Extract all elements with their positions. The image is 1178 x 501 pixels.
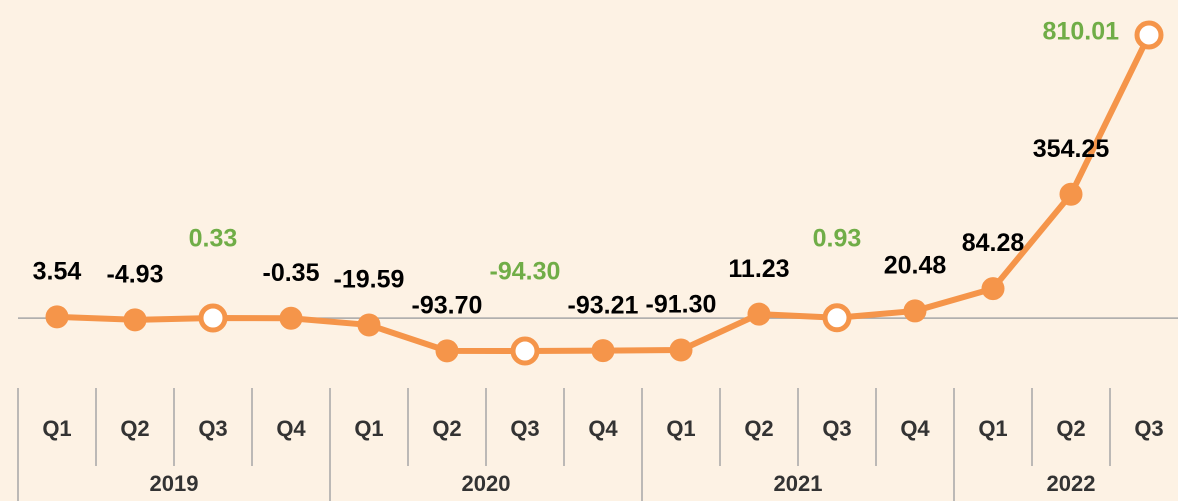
data-label: 0.93: [813, 224, 862, 252]
marker: [591, 339, 615, 363]
data-label: 20.48: [884, 252, 947, 280]
marker: [903, 299, 927, 323]
x-group-label: 2020: [462, 471, 511, 496]
marker: [822, 303, 852, 333]
data-label: 3.54: [33, 257, 82, 285]
x-tick-label: Q3: [1134, 416, 1163, 441]
data-label: 84.28: [962, 229, 1025, 257]
x-tick-label: Q2: [120, 416, 149, 441]
data-label: -4.93: [107, 260, 164, 288]
data-label: 354.25: [1033, 135, 1110, 163]
x-group-label: 2022: [1047, 471, 1096, 496]
marker: [747, 302, 771, 326]
x-tick-label: Q4: [588, 416, 618, 441]
x-group-label: 2019: [150, 471, 199, 496]
marker: [123, 308, 147, 332]
x-tick-label: Q2: [1056, 416, 1085, 441]
x-tick-label: Q1: [978, 416, 1007, 441]
x-tick-label: Q2: [744, 416, 773, 441]
data-label: 0.33: [189, 225, 238, 253]
data-label: -94.30: [490, 258, 561, 286]
x-tick-label: Q4: [276, 416, 306, 441]
x-tick-label: Q3: [510, 416, 539, 441]
marker: [357, 313, 381, 337]
x-tick-label: Q1: [666, 416, 695, 441]
x-tick-label: Q1: [42, 416, 71, 441]
marker: [198, 303, 228, 333]
marker: [279, 306, 303, 330]
data-label: -91.30: [646, 291, 717, 319]
data-label: -0.35: [263, 259, 320, 287]
marker: [669, 338, 693, 362]
data-label: -19.59: [334, 266, 405, 294]
x-tick-label: Q3: [822, 416, 851, 441]
data-label: 810.01: [1043, 18, 1120, 46]
x-tick-label: Q2: [432, 416, 461, 441]
marker: [1059, 182, 1083, 206]
marker: [45, 305, 69, 329]
x-tick-label: Q4: [900, 416, 930, 441]
x-tick-label: Q3: [198, 416, 227, 441]
data-label: -93.21: [568, 291, 639, 319]
marker: [981, 277, 1005, 301]
marker: [510, 336, 540, 366]
x-tick-label: Q1: [354, 416, 383, 441]
marker: [1134, 20, 1164, 50]
data-label: -93.70: [412, 291, 483, 319]
x-group-label: 2021: [774, 471, 823, 496]
marker: [435, 339, 459, 363]
data-label: 11.23: [728, 255, 789, 283]
